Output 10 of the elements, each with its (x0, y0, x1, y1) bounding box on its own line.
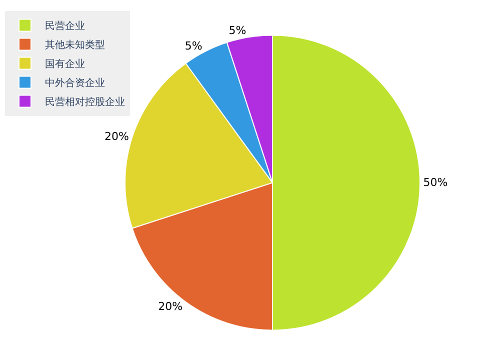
data-label: 50% (423, 176, 448, 190)
legend-label: 中外合资企业 (45, 77, 105, 90)
legend-label: 其他未知类型 (45, 39, 105, 52)
data-label: 20% (158, 300, 183, 313)
legend-label: 民营相对控股企业 (45, 96, 125, 108)
data-label: 5% (184, 40, 202, 53)
data-label: 5% (228, 24, 246, 38)
legend-label: 国有企业 (45, 58, 85, 70)
data-label: 20% (104, 130, 129, 143)
legend-label: 民营企业 (45, 20, 85, 32)
